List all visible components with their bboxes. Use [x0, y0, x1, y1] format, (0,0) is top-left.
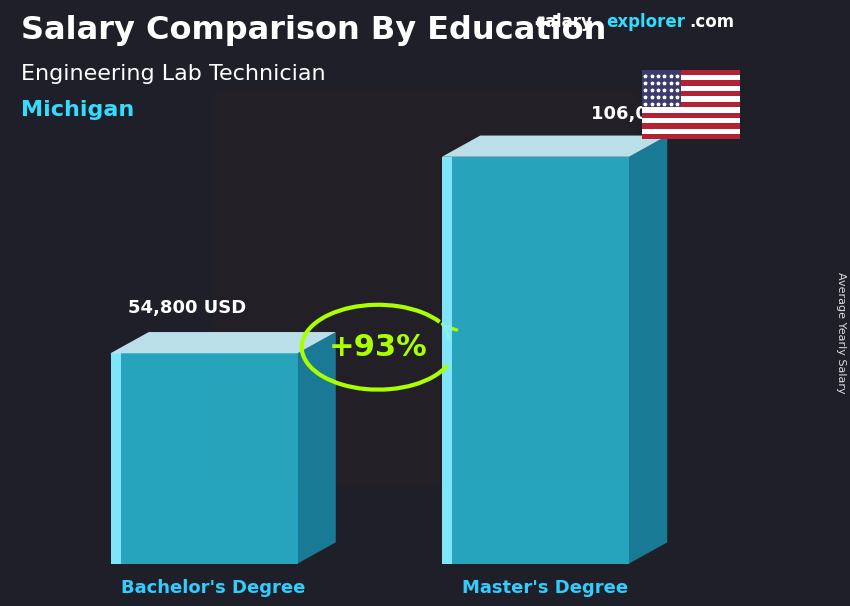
- Polygon shape: [442, 136, 667, 157]
- Text: Master's Degree: Master's Degree: [462, 579, 628, 597]
- Text: explorer: explorer: [606, 13, 685, 32]
- Bar: [642, 107, 740, 113]
- Text: +93%: +93%: [329, 333, 428, 362]
- Bar: [642, 91, 740, 96]
- Polygon shape: [442, 157, 452, 564]
- Polygon shape: [442, 157, 629, 564]
- Text: Salary Comparison By Education: Salary Comparison By Education: [21, 15, 607, 46]
- Text: Michigan: Michigan: [21, 100, 134, 120]
- Text: Average Yearly Salary: Average Yearly Salary: [836, 273, 846, 394]
- Bar: [642, 70, 740, 75]
- Bar: [642, 118, 740, 123]
- Bar: [642, 96, 740, 102]
- Bar: [642, 81, 740, 86]
- Bar: [642, 75, 740, 81]
- Text: Engineering Lab Technician: Engineering Lab Technician: [21, 64, 326, 84]
- Polygon shape: [110, 353, 298, 564]
- Bar: [642, 113, 740, 118]
- Bar: [642, 128, 740, 134]
- Bar: [642, 102, 740, 107]
- Polygon shape: [629, 136, 667, 564]
- Polygon shape: [110, 332, 336, 353]
- Text: 106,000 USD: 106,000 USD: [592, 105, 722, 124]
- Bar: [642, 134, 740, 139]
- Bar: [642, 123, 740, 128]
- Bar: [212, 91, 638, 485]
- Text: 54,800 USD: 54,800 USD: [128, 299, 246, 317]
- Text: salary: salary: [536, 13, 592, 32]
- Text: .com: .com: [689, 13, 734, 32]
- Bar: [642, 70, 681, 107]
- Polygon shape: [298, 332, 336, 564]
- Bar: [642, 86, 740, 91]
- Text: Bachelor's Degree: Bachelor's Degree: [122, 579, 306, 597]
- Polygon shape: [110, 353, 121, 564]
